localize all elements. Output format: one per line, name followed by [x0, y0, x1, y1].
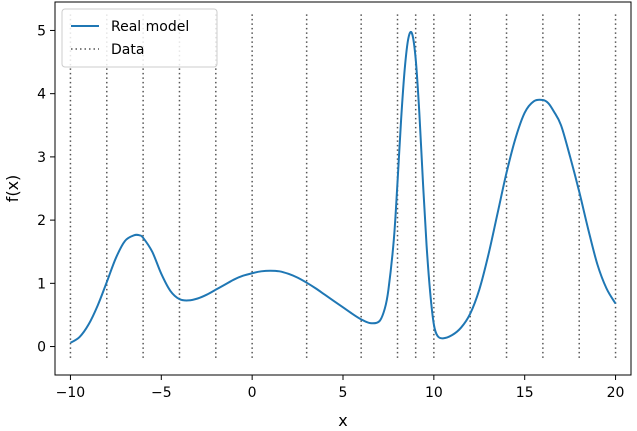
x-axis-label: x — [338, 411, 347, 430]
x-tick-label-1: −5 — [151, 385, 172, 401]
model-curve-layer — [69, 30, 617, 344]
legend-label-real-model: Real model — [111, 19, 189, 35]
x-tick-label-2: 0 — [248, 385, 257, 401]
x-tick-label-5: 15 — [516, 385, 534, 401]
y-axis-label: f(x) — [3, 175, 22, 203]
x-axis: −10 −5 0 5 10 15 20 — [56, 375, 625, 401]
model-curve-line — [69, 30, 617, 344]
legend-label-data: Data — [111, 42, 144, 58]
y-tick-label-5: 5 — [37, 23, 46, 39]
y-tick-label-0: 0 — [37, 340, 46, 356]
y-tick-label-4: 4 — [37, 87, 46, 103]
legend-box — [61, 8, 218, 68]
y-tick-label-3: 3 — [37, 150, 46, 166]
y-tick-label-2: 2 — [37, 213, 46, 229]
x-tick-label-0: −10 — [56, 385, 86, 401]
x-tick-label-3: 5 — [339, 385, 348, 401]
y-tick-label-1: 1 — [37, 276, 46, 292]
x-tick-label-6: 20 — [607, 385, 625, 401]
x-tick-label-4: 10 — [425, 385, 443, 401]
y-axis: 0 1 2 3 4 5 — [37, 23, 55, 356]
legend: Real model Data — [61, 8, 218, 68]
